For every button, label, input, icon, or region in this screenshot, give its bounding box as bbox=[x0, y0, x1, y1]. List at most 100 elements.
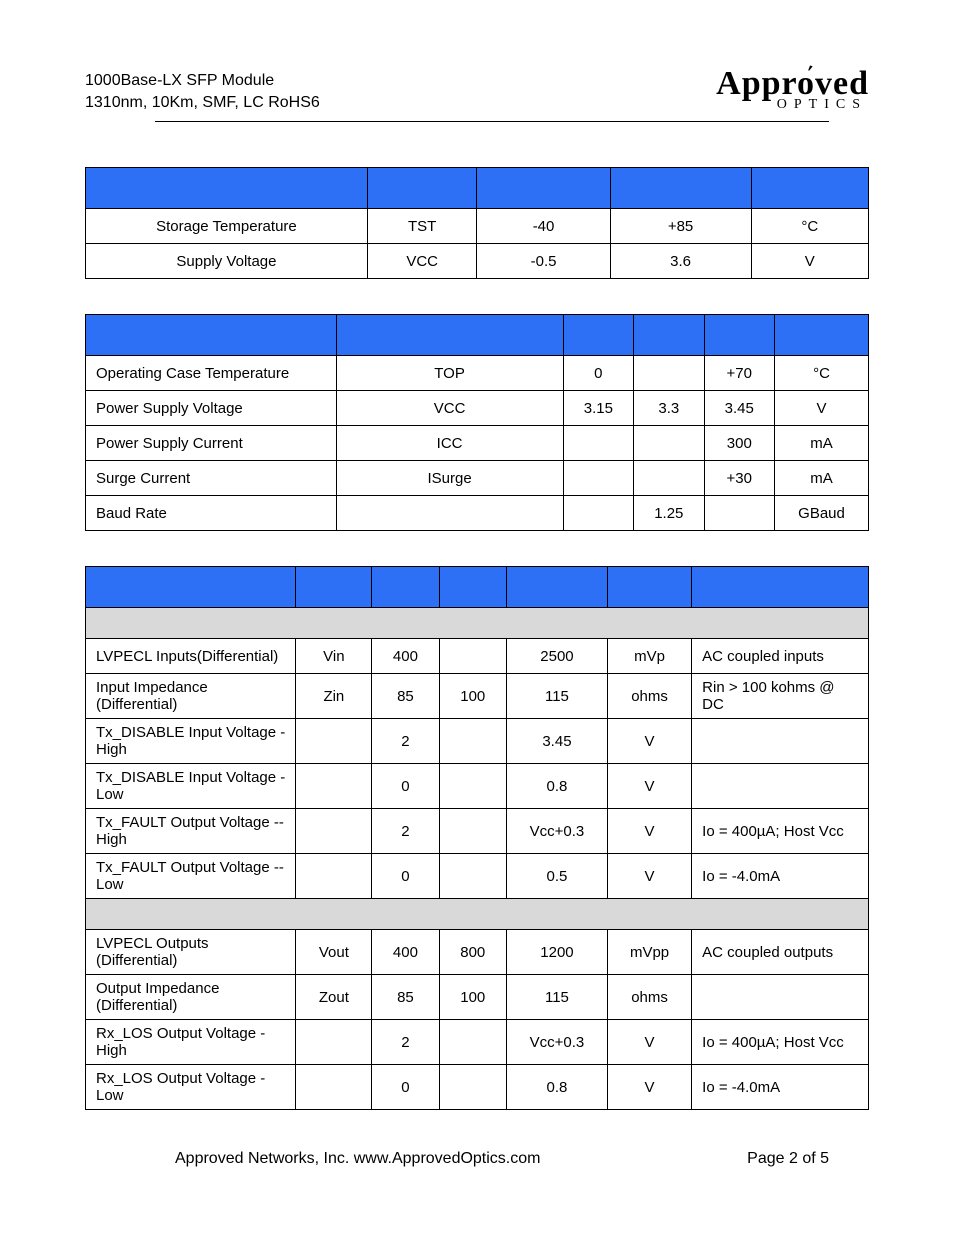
table-cell: Vout bbox=[296, 930, 372, 975]
table-cell bbox=[692, 764, 869, 809]
table-cell: mA bbox=[775, 461, 869, 496]
table-cell: 115 bbox=[506, 674, 607, 719]
table-cell: 800 bbox=[439, 930, 506, 975]
table-cell bbox=[634, 426, 704, 461]
table-cell bbox=[692, 975, 869, 1020]
table-cell: -40 bbox=[477, 209, 610, 244]
table-cell bbox=[336, 496, 563, 531]
table-cell: Storage Temperature bbox=[86, 209, 368, 244]
table-cell: VCC bbox=[336, 391, 563, 426]
table-cell: Zout bbox=[296, 975, 372, 1020]
header-line2: 1310nm, 10Km, SMF, LC RoHS6 bbox=[85, 94, 320, 111]
table-cell: Input Impedance (Differential) bbox=[86, 674, 296, 719]
table-cell: LVPECL Outputs (Differential) bbox=[86, 930, 296, 975]
table-row: Storage TemperatureTST-40+85°C bbox=[86, 209, 869, 244]
table-cell: Supply Voltage bbox=[86, 244, 368, 279]
table-cell: 3.45 bbox=[506, 719, 607, 764]
page-header: 1000Base-LX SFP Module 1310nm, 10Km, SMF… bbox=[85, 70, 869, 113]
table-cell: 100 bbox=[439, 975, 506, 1020]
table-cell: Power Supply Current bbox=[86, 426, 337, 461]
table-cell: Vcc+0.3 bbox=[506, 809, 607, 854]
table-cell: TST bbox=[367, 209, 477, 244]
table-cell bbox=[296, 854, 372, 899]
table-row: Rx_LOS Output Voltage -Low00.8VIo = -4.0… bbox=[86, 1065, 869, 1110]
table-cell: Vin bbox=[296, 639, 372, 674]
table-row: Output Impedance (Differential)Zout85100… bbox=[86, 975, 869, 1020]
table-cell: GBaud bbox=[775, 496, 869, 531]
table-cell: mVp bbox=[607, 639, 691, 674]
table-cell: Io = -4.0mA bbox=[692, 854, 869, 899]
table-cell: 0.8 bbox=[506, 764, 607, 809]
table-cell bbox=[296, 719, 372, 764]
table-cell: Output Impedance (Differential) bbox=[86, 975, 296, 1020]
table-cell: Rx_LOS Output Voltage -Low bbox=[86, 1065, 296, 1110]
table-cell bbox=[439, 854, 506, 899]
table-cell: 3.45 bbox=[704, 391, 774, 426]
table-cell bbox=[634, 356, 704, 391]
table-row: Tx_DISABLE Input Voltage -Low 0 0.8V bbox=[86, 764, 869, 809]
table-cell: 400 bbox=[372, 639, 439, 674]
table-row: Tx_FAULT Output Voltage --Low00.5VIo = -… bbox=[86, 854, 869, 899]
table-cell: ohms bbox=[607, 674, 691, 719]
table-cell: AC coupled inputs bbox=[692, 639, 869, 674]
table-cell: 400 bbox=[372, 930, 439, 975]
table-cell bbox=[439, 1065, 506, 1110]
table-cell: -0.5 bbox=[477, 244, 610, 279]
header-line1: 1000Base-LX SFP Module bbox=[85, 72, 274, 89]
table-cell: Vcc+0.3 bbox=[506, 1020, 607, 1065]
electrical-characteristics-table: LVPECL Inputs(Differential)Vin4002500mVp… bbox=[85, 566, 869, 1110]
table-row: Baud Rate1.25GBaud bbox=[86, 496, 869, 531]
table-row: Power Supply CurrentICC300mA bbox=[86, 426, 869, 461]
table-cell: V bbox=[751, 244, 868, 279]
table-row: LVPECL Inputs(Differential)Vin4002500mVp… bbox=[86, 639, 869, 674]
table-cell: 85 bbox=[372, 975, 439, 1020]
table-cell: AC coupled outputs bbox=[692, 930, 869, 975]
table-cell bbox=[704, 496, 774, 531]
table-cell: Io = 400µA; Host Vcc bbox=[692, 1020, 869, 1065]
table-cell: 3.6 bbox=[610, 244, 751, 279]
product-title: 1000Base-LX SFP Module 1310nm, 10Km, SMF… bbox=[85, 70, 320, 113]
table-row: Operating Case TemperatureTOP0+70°C bbox=[86, 356, 869, 391]
table-cell: 0 bbox=[563, 356, 633, 391]
table-cell: Tx_DISABLE Input Voltage - High bbox=[86, 719, 296, 764]
table-cell: V bbox=[607, 854, 691, 899]
table-cell bbox=[296, 764, 372, 809]
table-cell: ohms bbox=[607, 975, 691, 1020]
company-logo: Approved ′ OPTICS bbox=[716, 70, 869, 111]
table-cell: TOP bbox=[336, 356, 563, 391]
table-cell: Rin > 100 kohms @ DC bbox=[692, 674, 869, 719]
table-cell: Io = 400µA; Host Vcc bbox=[692, 809, 869, 854]
table-cell: 3.3 bbox=[634, 391, 704, 426]
table-cell: Tx_FAULT Output Voltage --Low bbox=[86, 854, 296, 899]
table-cell bbox=[296, 809, 372, 854]
table-cell: 0.5 bbox=[506, 854, 607, 899]
table-cell: 0 bbox=[372, 764, 439, 809]
table-cell: +30 bbox=[704, 461, 774, 496]
table-row: Input Impedance (Differential)Zin8510011… bbox=[86, 674, 869, 719]
subheader-cell bbox=[86, 899, 869, 930]
table-cell: V bbox=[607, 1020, 691, 1065]
table-cell bbox=[439, 639, 506, 674]
table-cell: ISurge bbox=[336, 461, 563, 496]
table-cell bbox=[563, 426, 633, 461]
table-cell bbox=[296, 1065, 372, 1110]
table-cell: Tx_DISABLE Input Voltage -Low bbox=[86, 764, 296, 809]
table-cell: 85 bbox=[372, 674, 439, 719]
table-cell: 3.15 bbox=[563, 391, 633, 426]
operating-conditions-table: Operating Case TemperatureTOP0+70°C Power… bbox=[85, 314, 869, 531]
table-cell bbox=[439, 764, 506, 809]
table-cell: 2 bbox=[372, 719, 439, 764]
table-row: Surge CurrentISurge+30mA bbox=[86, 461, 869, 496]
table-cell: Zin bbox=[296, 674, 372, 719]
table-cell: 0.8 bbox=[506, 1065, 607, 1110]
table-cell: V bbox=[607, 764, 691, 809]
table-cell: V bbox=[607, 719, 691, 764]
table-subheader bbox=[86, 608, 869, 639]
table-cell: 0 bbox=[372, 1065, 439, 1110]
table-cell bbox=[439, 809, 506, 854]
logo-top: Approved ′ bbox=[716, 70, 869, 99]
table-row: Supply VoltageVCC-0.53.6V bbox=[86, 244, 869, 279]
table-cell: 2500 bbox=[506, 639, 607, 674]
table-row: Rx_LOS Output Voltage - High2Vcc+0.3VIo … bbox=[86, 1020, 869, 1065]
table-cell: 1.25 bbox=[634, 496, 704, 531]
